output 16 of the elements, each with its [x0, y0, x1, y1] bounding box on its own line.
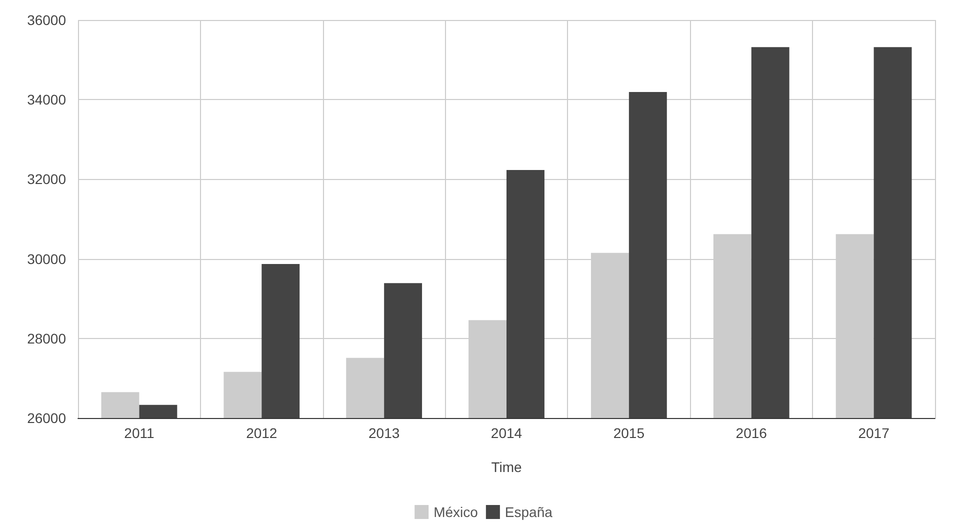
y-tick-label: 30000 [27, 250, 66, 267]
y-tick-label: 36000 [27, 12, 66, 28]
x-tick-label: 2013 [368, 425, 400, 441]
x-tick-label: 2014 [490, 425, 522, 441]
x-tick-label: 2015 [613, 425, 645, 441]
y-tick-label: 34000 [27, 92, 66, 108]
x-tick-label: 2012 [246, 425, 278, 441]
y-tick-label: 26000 [27, 410, 66, 426]
x-axis-title: Time [491, 459, 522, 475]
x-tick-label: 2011 [124, 425, 154, 441]
legend-label: España [504, 504, 553, 520]
legend-label: México [434, 504, 478, 520]
y-tick-label: 32000 [27, 171, 66, 188]
x-tick-label: 2017 [858, 425, 890, 441]
x-tick-label: 2016 [736, 425, 768, 441]
y-tick-label: 28000 [27, 330, 66, 346]
